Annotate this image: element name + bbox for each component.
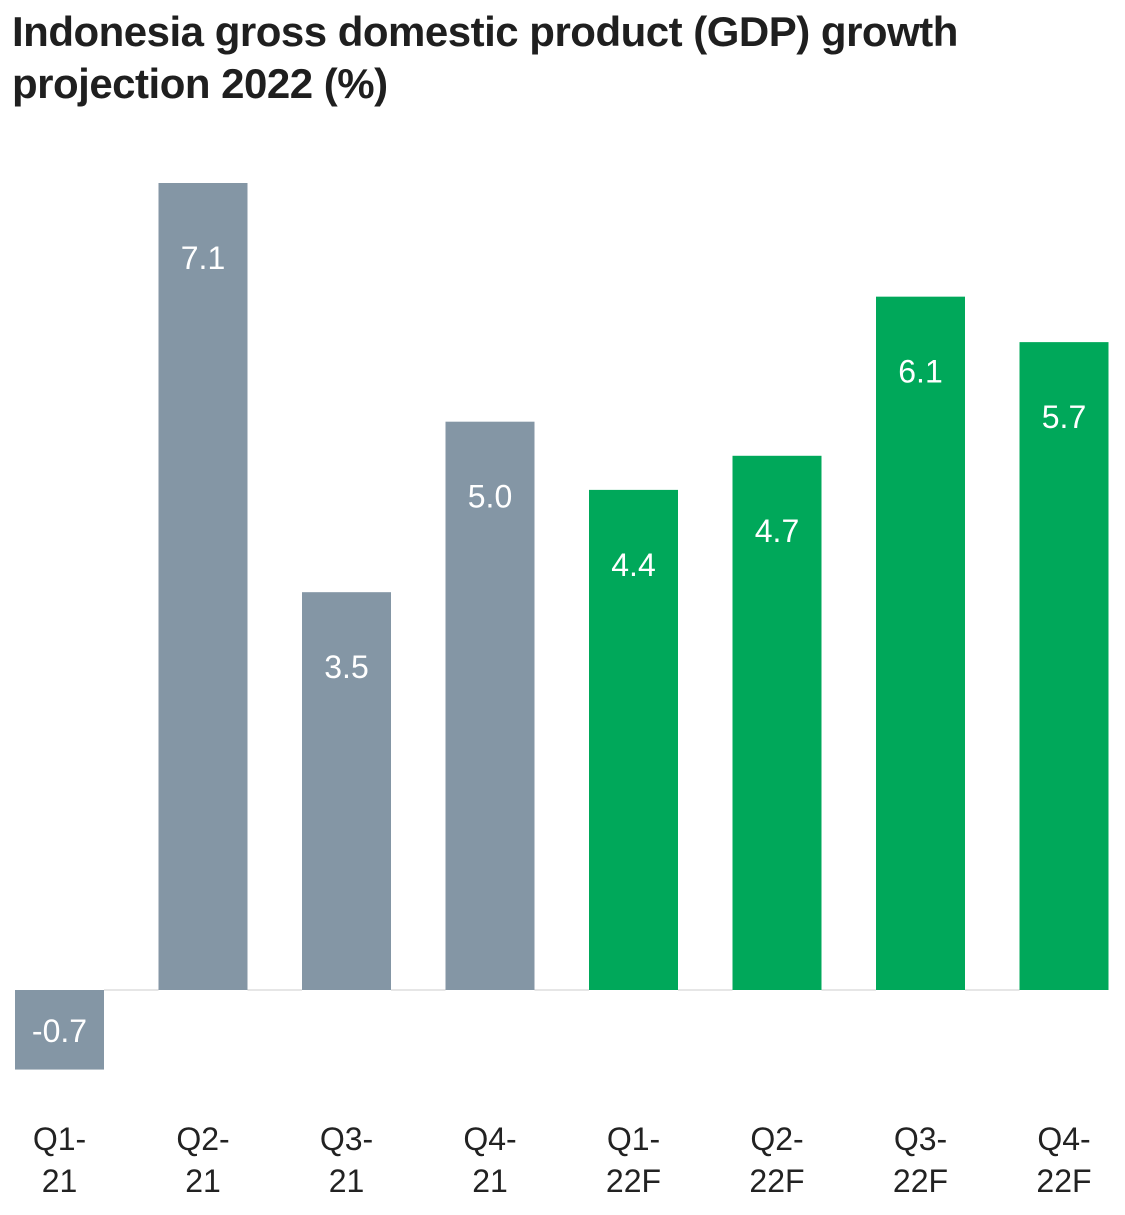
data-label: 4.4 (611, 547, 655, 583)
bar-q2-22f (732, 455, 822, 991)
bar-q4-21 (445, 421, 535, 990)
x-tick-label: 22F (606, 1163, 661, 1199)
x-tick-label: 21 (472, 1163, 508, 1199)
x-tick-label: Q3- (894, 1121, 947, 1157)
bar-q3-22f (876, 296, 965, 990)
chart-title: Indonesia gross domestic product (GDP) g… (12, 6, 1112, 110)
chart-title-line-1: Indonesia gross domestic product (GDP) g… (12, 8, 958, 55)
x-tick-label: Q4- (463, 1121, 516, 1157)
bar-q3-21 (302, 592, 391, 990)
bar-q4-22f (1019, 342, 1109, 990)
x-tick-label: Q2- (750, 1121, 803, 1157)
bar-q1-22f (589, 489, 678, 990)
x-tick-label: Q1- (607, 1121, 660, 1157)
data-label: 5.7 (1042, 399, 1086, 435)
bar-labels-layer: -0.7 7.1 3.5 5.0 4.4 4.7 6.1 5.7 (32, 240, 1086, 1049)
x-tick-label: 21 (329, 1163, 365, 1199)
x-tick-label: 21 (42, 1163, 78, 1199)
bar-q2-21 (158, 183, 248, 990)
x-tick-label: 22F (749, 1163, 804, 1199)
x-tick-label: Q1- (33, 1121, 86, 1157)
bars-layer (15, 183, 1109, 1070)
x-tick-label: 21 (185, 1163, 221, 1199)
data-label: 6.1 (898, 354, 942, 390)
data-label: 3.5 (324, 649, 368, 685)
x-tick-label: 22F (893, 1163, 948, 1199)
data-label: 4.7 (755, 513, 799, 549)
x-tick-label: Q4- (1037, 1121, 1090, 1157)
data-label: 7.1 (181, 240, 225, 276)
bar-q1-21 (15, 990, 104, 1070)
x-tick-label: Q3- (320, 1121, 373, 1157)
data-label: 5.0 (468, 479, 512, 515)
x-tick-label: Q2- (176, 1121, 229, 1157)
x-tick-label: 22F (1036, 1163, 1091, 1199)
data-label: -0.7 (32, 1013, 87, 1049)
x-axis-ticks-layer: Q1- 21 Q2- 21 Q3- 21 Q4- 21 Q1- 22F Q2- 22F Q3- 22F Q4… (33, 1121, 1092, 1199)
chart-title-line-2: projection 2022 (%) (12, 60, 388, 107)
